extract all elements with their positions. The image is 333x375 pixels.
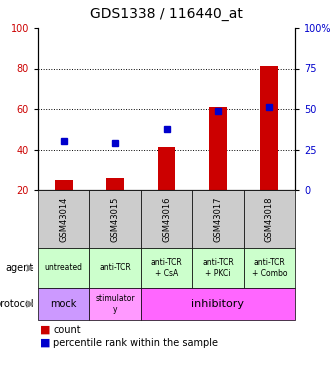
- Bar: [89, 190, 141, 248]
- Bar: [89, 248, 141, 288]
- Bar: [141, 248, 192, 288]
- Text: ■: ■: [40, 325, 51, 335]
- Text: anti-TCR
+ CsA: anti-TCR + CsA: [151, 258, 182, 278]
- Text: count: count: [53, 325, 81, 335]
- Text: GDS1338 / 116440_at: GDS1338 / 116440_at: [90, 7, 243, 21]
- Bar: [106, 178, 124, 190]
- Text: anti-TCR: anti-TCR: [99, 264, 131, 273]
- Text: inhibitory: inhibitory: [191, 299, 244, 309]
- Bar: [38, 248, 89, 288]
- Bar: [89, 288, 141, 320]
- Text: anti-TCR
+ Combo: anti-TCR + Combo: [251, 258, 287, 278]
- Bar: [158, 147, 175, 190]
- Bar: [244, 190, 295, 248]
- Bar: [244, 248, 295, 288]
- Bar: [38, 288, 89, 320]
- Text: agent: agent: [6, 263, 34, 273]
- Text: GSM43015: GSM43015: [111, 196, 120, 242]
- Text: protocol: protocol: [0, 299, 34, 309]
- Bar: [192, 248, 244, 288]
- Text: anti-TCR
+ PKCi: anti-TCR + PKCi: [202, 258, 234, 278]
- Text: GSM43016: GSM43016: [162, 196, 171, 242]
- Text: GSM43014: GSM43014: [59, 196, 68, 242]
- Bar: [141, 288, 295, 320]
- Bar: [55, 180, 73, 190]
- Bar: [209, 107, 227, 190]
- Text: untreated: untreated: [45, 264, 83, 273]
- Bar: [38, 190, 89, 248]
- Text: mock: mock: [51, 299, 77, 309]
- Text: GSM43017: GSM43017: [213, 196, 222, 242]
- Bar: [260, 66, 278, 190]
- Text: percentile rank within the sample: percentile rank within the sample: [53, 338, 218, 348]
- Text: stimulator
y: stimulator y: [95, 294, 135, 314]
- Text: ■: ■: [40, 338, 51, 348]
- Bar: [141, 190, 192, 248]
- Bar: [192, 190, 244, 248]
- Text: GSM43018: GSM43018: [265, 196, 274, 242]
